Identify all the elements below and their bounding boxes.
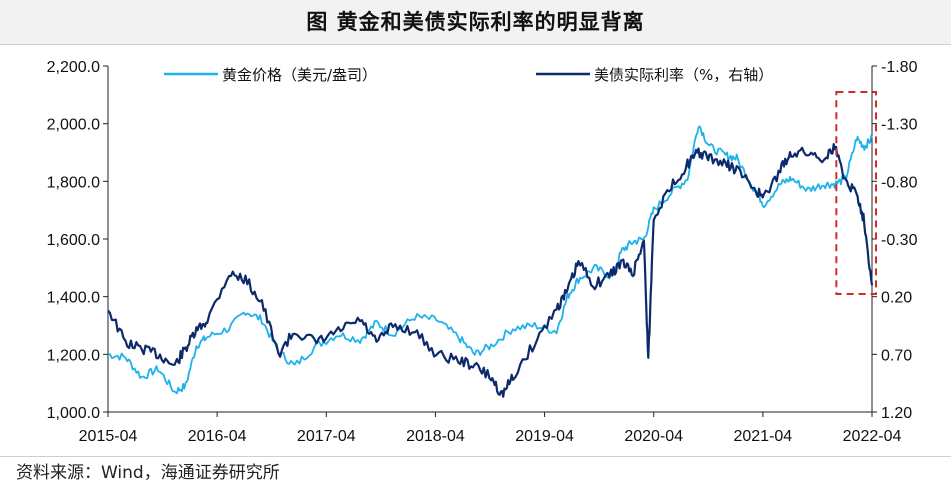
right-tick-label: 0.70 [881, 347, 912, 364]
bottom-rule [0, 456, 951, 457]
x-tick-label: 2021-04 [733, 428, 792, 445]
source-note: 资料来源：Wind，海通证券研究所 [16, 463, 280, 483]
left-tick-label: 2,000.0 [47, 117, 100, 134]
left-tick-label: 2,200.0 [47, 59, 100, 76]
legend: 黄金价格（美元/盎司） 美债实际利率（%，右轴） [164, 66, 773, 84]
right-tick-label: -0.80 [881, 174, 918, 191]
legend-gold-label: 黄金价格（美元/盎司） [222, 66, 377, 84]
title-bar [0, 0, 951, 45]
left-tick-label: 1,800.0 [47, 174, 100, 191]
right-tick-label: 1.20 [881, 405, 912, 422]
left-tick-label: 1,200.0 [47, 347, 100, 364]
chart-title: 图 黄金和美债实际利率的明显背离 [306, 10, 645, 34]
real-rate-line [107, 143, 874, 398]
x-tick-label: 2018-04 [406, 428, 465, 445]
legend-rate-label: 美债实际利率（%，右轴） [594, 66, 773, 84]
left-tick-label: 1,400.0 [47, 290, 100, 307]
left-tick-label: 1,000.0 [47, 405, 100, 422]
x-tick-label: 2022-04 [843, 428, 902, 445]
x-tick-label: 2016-04 [188, 428, 247, 445]
x-tick-label: 2020-04 [624, 428, 683, 445]
right-tick-label: -1.30 [881, 117, 918, 134]
axes: 1,000.0 1,200.0 1,400.0 1,600.0 1,800.0 2,000… [47, 59, 918, 445]
gold-price-line [107, 125, 873, 395]
right-tick-label: -1.80 [881, 59, 918, 76]
series-rate [107, 143, 874, 398]
x-tick-label: 2017-04 [297, 428, 356, 445]
right-tick-label: -0.30 [881, 232, 918, 249]
chart: 1,000.0 1,200.0 1,400.0 1,600.0 1,800.0 2,000… [47, 59, 918, 445]
right-tick-label: 0.20 [881, 290, 912, 307]
x-tick-label: 2015-04 [79, 428, 138, 445]
left-tick-label: 1,600.0 [47, 232, 100, 249]
series-gold [107, 125, 873, 395]
x-tick-label: 2019-04 [515, 428, 574, 445]
